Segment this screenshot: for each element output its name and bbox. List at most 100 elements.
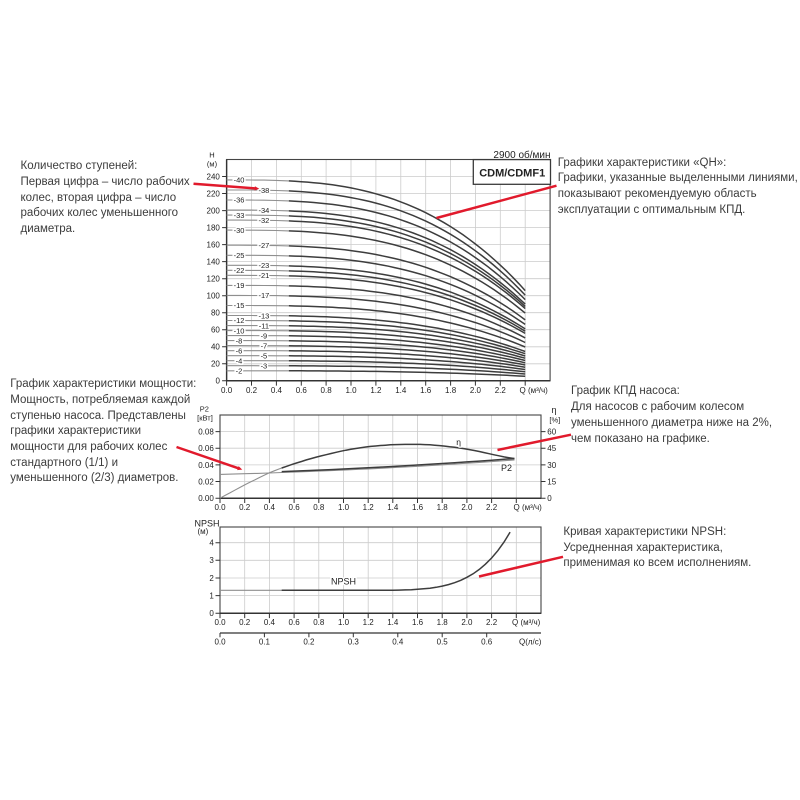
svg-text:200: 200 — [207, 207, 221, 216]
svg-text:-23: -23 — [258, 261, 269, 270]
svg-text:0.8: 0.8 — [313, 618, 325, 627]
svg-text:1.8: 1.8 — [445, 386, 457, 395]
svg-text:1.0: 1.0 — [338, 618, 350, 627]
svg-text:0.00: 0.00 — [198, 494, 214, 503]
svg-text:1.6: 1.6 — [412, 503, 424, 512]
svg-text:-8: -8 — [236, 336, 243, 345]
svg-text:-11: -11 — [259, 321, 269, 330]
svg-text:140: 140 — [207, 258, 221, 267]
svg-text:-15: -15 — [234, 301, 245, 310]
svg-text:-25: -25 — [234, 251, 245, 260]
svg-text:-12: -12 — [234, 316, 245, 325]
svg-text:-2: -2 — [236, 367, 243, 376]
svg-text:80: 80 — [211, 309, 220, 318]
svg-text:0: 0 — [215, 377, 220, 386]
svg-text:P2: P2 — [200, 404, 209, 413]
svg-text:0.1: 0.1 — [259, 638, 271, 647]
svg-text:-10: -10 — [234, 326, 245, 335]
svg-text:1.2: 1.2 — [363, 618, 375, 627]
svg-text:-30: -30 — [234, 226, 245, 235]
svg-text:Q (м³/ч): Q (м³/ч) — [514, 503, 543, 512]
svg-text:45: 45 — [547, 444, 556, 453]
svg-text:0.0: 0.0 — [221, 386, 233, 395]
svg-text:0.04: 0.04 — [198, 461, 214, 470]
svg-text:-13: -13 — [258, 311, 269, 320]
svg-text:Q(л/с): Q(л/с) — [519, 638, 542, 647]
svg-text:100: 100 — [207, 292, 221, 301]
svg-text:[кВт]: [кВт] — [197, 413, 213, 422]
svg-text:0.2: 0.2 — [246, 386, 258, 395]
svg-text:160: 160 — [207, 241, 221, 250]
svg-text:(м): (м) — [207, 159, 218, 168]
svg-text:0.06: 0.06 — [198, 444, 214, 453]
svg-text:20: 20 — [211, 360, 220, 369]
svg-text:2: 2 — [209, 574, 214, 583]
svg-text:-21: -21 — [258, 271, 269, 280]
svg-text:NPSH: NPSH — [331, 577, 356, 587]
svg-text:-3: -3 — [261, 362, 268, 371]
svg-text:0.0: 0.0 — [214, 638, 226, 647]
svg-text:15: 15 — [547, 477, 556, 486]
svg-text:CDM/CDMF1: CDM/CDMF1 — [479, 167, 545, 179]
svg-text:1.0: 1.0 — [345, 386, 357, 395]
svg-text:η: η — [456, 437, 461, 447]
svg-text:0.8: 0.8 — [313, 503, 325, 512]
svg-text:120: 120 — [207, 275, 221, 284]
svg-text:-22: -22 — [234, 266, 245, 275]
svg-text:-27: -27 — [258, 241, 269, 250]
svg-text:180: 180 — [207, 224, 221, 233]
svg-text:0.3: 0.3 — [348, 638, 360, 647]
svg-text:Q (м³/ч): Q (м³/ч) — [520, 386, 549, 395]
svg-text:0.6: 0.6 — [481, 638, 493, 647]
svg-text:1.4: 1.4 — [395, 386, 407, 395]
svg-text:0.08: 0.08 — [198, 428, 214, 437]
svg-text:30: 30 — [547, 461, 556, 470]
svg-text:[%]: [%] — [549, 416, 560, 425]
svg-text:0.0: 0.0 — [214, 503, 226, 512]
svg-text:NPSH: NPSH — [195, 518, 220, 528]
svg-text:0: 0 — [547, 494, 552, 503]
svg-text:-4: -4 — [236, 356, 243, 365]
svg-text:0.6: 0.6 — [289, 618, 301, 627]
svg-text:-19: -19 — [234, 281, 245, 290]
svg-text:1.6: 1.6 — [420, 386, 432, 395]
svg-text:-17: -17 — [258, 291, 269, 300]
svg-text:0.2: 0.2 — [239, 503, 251, 512]
svg-text:0.8: 0.8 — [321, 386, 333, 395]
svg-text:-5: -5 — [261, 351, 268, 360]
svg-text:4: 4 — [209, 539, 214, 548]
svg-text:(м): (м) — [198, 527, 209, 536]
svg-text:2900 об/мин: 2900 об/мин — [493, 149, 550, 161]
svg-text:0.6: 0.6 — [289, 503, 301, 512]
svg-text:η: η — [551, 405, 556, 415]
svg-text:0.4: 0.4 — [264, 618, 276, 627]
svg-text:-6: -6 — [236, 346, 243, 355]
svg-text:1.4: 1.4 — [387, 503, 399, 512]
svg-text:2.2: 2.2 — [486, 618, 498, 627]
svg-text:0.4: 0.4 — [264, 503, 276, 512]
svg-text:0.0: 0.0 — [214, 618, 226, 627]
svg-text:1.2: 1.2 — [363, 503, 375, 512]
svg-text:1.6: 1.6 — [412, 618, 424, 627]
svg-text:P2: P2 — [501, 463, 512, 473]
svg-text:-34: -34 — [258, 206, 269, 215]
svg-text:1: 1 — [209, 592, 214, 601]
svg-text:240: 240 — [207, 172, 221, 181]
svg-text:0.2: 0.2 — [239, 618, 251, 627]
svg-text:1.2: 1.2 — [370, 386, 382, 395]
svg-text:2.2: 2.2 — [486, 503, 498, 512]
svg-text:-33: -33 — [234, 211, 245, 220]
svg-text:60: 60 — [547, 428, 556, 437]
svg-text:0.5: 0.5 — [437, 638, 449, 647]
svg-text:1.8: 1.8 — [437, 503, 449, 512]
svg-text:0: 0 — [209, 609, 214, 618]
svg-text:0.6: 0.6 — [296, 386, 308, 395]
svg-text:-38: -38 — [258, 186, 269, 195]
svg-text:2.2: 2.2 — [495, 386, 507, 395]
svg-text:H: H — [209, 150, 214, 159]
svg-text:1.8: 1.8 — [437, 618, 449, 627]
svg-text:0.02: 0.02 — [198, 477, 214, 486]
svg-text:-7: -7 — [261, 341, 268, 350]
svg-text:220: 220 — [207, 189, 221, 198]
svg-text:2.0: 2.0 — [461, 618, 473, 627]
